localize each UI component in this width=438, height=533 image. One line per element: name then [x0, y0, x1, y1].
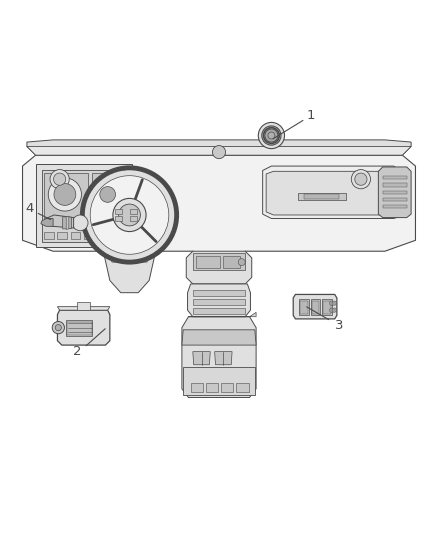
Circle shape	[238, 259, 245, 265]
Bar	[131, 209, 138, 214]
Polygon shape	[63, 217, 71, 229]
Bar	[300, 302, 308, 313]
Circle shape	[265, 129, 278, 142]
Circle shape	[262, 126, 281, 145]
Bar	[322, 299, 332, 314]
Circle shape	[52, 321, 64, 334]
Polygon shape	[183, 367, 255, 395]
Polygon shape	[187, 284, 251, 317]
Circle shape	[53, 173, 66, 185]
Polygon shape	[44, 173, 88, 219]
Bar	[97, 231, 106, 239]
Polygon shape	[42, 171, 125, 243]
Polygon shape	[182, 330, 256, 345]
Bar	[299, 299, 309, 314]
Polygon shape	[186, 251, 252, 284]
Polygon shape	[193, 352, 210, 365]
Circle shape	[268, 132, 275, 139]
Circle shape	[212, 146, 226, 159]
Circle shape	[72, 215, 88, 231]
Bar	[66, 320, 92, 336]
Polygon shape	[41, 219, 53, 227]
Circle shape	[90, 176, 169, 254]
Bar	[311, 299, 320, 314]
Polygon shape	[66, 216, 69, 229]
Circle shape	[332, 308, 336, 312]
Circle shape	[329, 301, 334, 305]
Circle shape	[48, 178, 81, 211]
Circle shape	[355, 173, 367, 185]
Circle shape	[55, 325, 61, 330]
Bar	[115, 216, 122, 221]
Polygon shape	[92, 173, 125, 219]
Bar	[206, 383, 218, 392]
Bar	[383, 198, 407, 201]
Polygon shape	[182, 317, 256, 398]
Bar	[71, 231, 80, 239]
Text: 2: 2	[73, 345, 81, 358]
Bar	[383, 176, 407, 179]
Circle shape	[95, 181, 121, 207]
Bar	[193, 308, 245, 313]
Circle shape	[54, 183, 76, 205]
Circle shape	[119, 204, 141, 226]
Text: 1: 1	[307, 109, 315, 123]
Text: 3: 3	[335, 319, 343, 332]
Polygon shape	[263, 166, 407, 219]
Polygon shape	[57, 306, 110, 310]
Polygon shape	[46, 215, 74, 228]
Polygon shape	[108, 251, 151, 262]
Bar	[67, 322, 92, 335]
Polygon shape	[188, 312, 256, 317]
Bar	[383, 183, 407, 187]
Circle shape	[100, 187, 116, 203]
Bar	[383, 205, 407, 208]
Bar	[196, 256, 220, 268]
Polygon shape	[193, 253, 245, 270]
Bar	[57, 231, 67, 239]
Bar	[297, 193, 346, 200]
Bar	[191, 383, 203, 392]
Bar	[223, 256, 240, 268]
Bar	[131, 216, 138, 221]
Bar	[115, 209, 122, 214]
Polygon shape	[378, 167, 411, 217]
Bar	[237, 383, 249, 392]
Bar	[44, 231, 54, 239]
Circle shape	[351, 169, 371, 189]
Circle shape	[329, 308, 334, 312]
Circle shape	[332, 301, 336, 305]
Polygon shape	[27, 140, 411, 155]
Circle shape	[113, 198, 146, 231]
Bar	[323, 302, 331, 313]
Polygon shape	[266, 171, 398, 215]
Bar	[193, 290, 245, 296]
Bar	[84, 231, 93, 239]
Polygon shape	[57, 310, 110, 345]
Bar	[311, 302, 319, 313]
Bar	[110, 231, 120, 239]
Polygon shape	[35, 164, 132, 247]
Text: 4: 4	[25, 202, 33, 215]
Circle shape	[258, 123, 285, 149]
Polygon shape	[103, 251, 155, 293]
Bar	[304, 195, 339, 199]
Polygon shape	[215, 352, 232, 365]
Polygon shape	[293, 294, 337, 319]
Bar	[221, 383, 233, 392]
Bar	[193, 299, 245, 305]
Circle shape	[85, 170, 174, 260]
Bar	[77, 302, 90, 310]
Bar	[383, 190, 407, 194]
Polygon shape	[22, 155, 416, 258]
Polygon shape	[27, 147, 411, 155]
Circle shape	[50, 169, 69, 189]
